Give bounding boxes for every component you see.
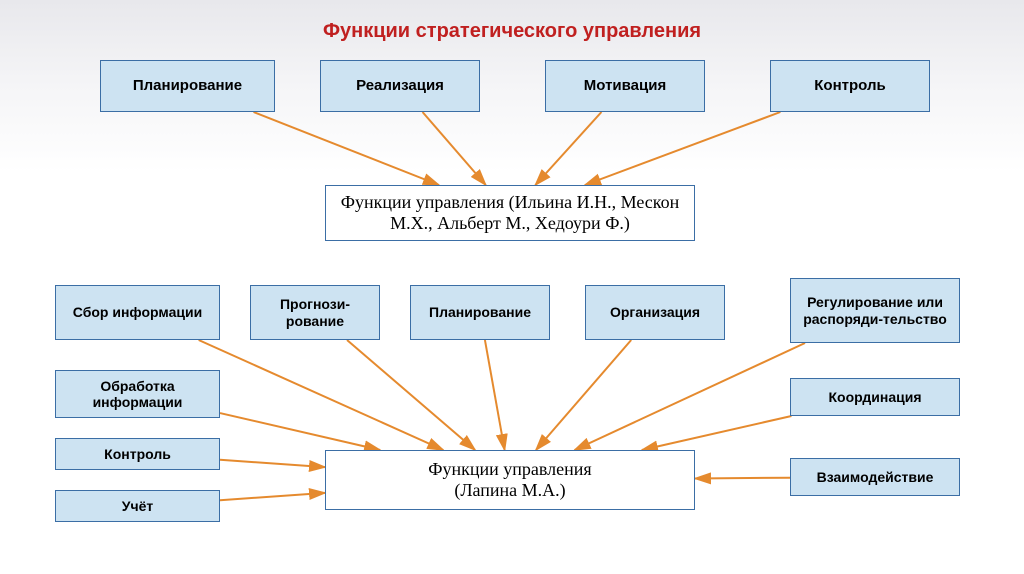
node-l3b: Контроль: [55, 438, 220, 470]
node-r1b: Реализация: [320, 60, 480, 112]
node-l3a: Обработка информации: [55, 370, 220, 418]
arrow-r2b-mid2: [347, 340, 475, 450]
node-mid1: Функции управления (Ильина И.Н., Мескон …: [325, 185, 695, 241]
node-mid2: Функции управления (Лапина М.А.): [325, 450, 695, 510]
node-r2d: Организация: [585, 285, 725, 340]
node-r3a: Координация: [790, 378, 960, 416]
arrow-r1b-mid1: [423, 112, 486, 185]
node-r2c: Планирование: [410, 285, 550, 340]
arrow-r1c-mid1: [535, 112, 601, 185]
diagram-canvas: Функции стратегического управления Плани…: [0, 0, 1024, 574]
diagram-title: Функции стратегического управления: [0, 20, 1024, 43]
arrow-r3b-mid2: [695, 478, 790, 479]
node-r1c: Мотивация: [545, 60, 705, 112]
arrow-r1a-mid1: [254, 112, 439, 185]
arrow-r2c-mid2: [485, 340, 505, 450]
arrow-r3a-mid2: [642, 416, 792, 450]
arrow-l3b-mid2: [220, 460, 325, 467]
arrow-r2a-mid2: [199, 340, 444, 450]
arrow-r2e-mid2: [575, 343, 805, 450]
node-l3c: Учёт: [55, 490, 220, 522]
node-r3b: Взаимодействие: [790, 458, 960, 496]
node-r1a: Планирование: [100, 60, 275, 112]
arrow-r2d-mid2: [536, 340, 631, 450]
node-r1d: Контроль: [770, 60, 930, 112]
node-r2a: Сбор информации: [55, 285, 220, 340]
node-r2e: Регулирование или распоряди-тельство: [790, 278, 960, 343]
arrow-l3c-mid2: [220, 493, 325, 500]
arrow-l3a-mid2: [220, 413, 380, 450]
arrow-r1d-mid1: [585, 112, 780, 185]
node-r2b: Прогнози-рование: [250, 285, 380, 340]
